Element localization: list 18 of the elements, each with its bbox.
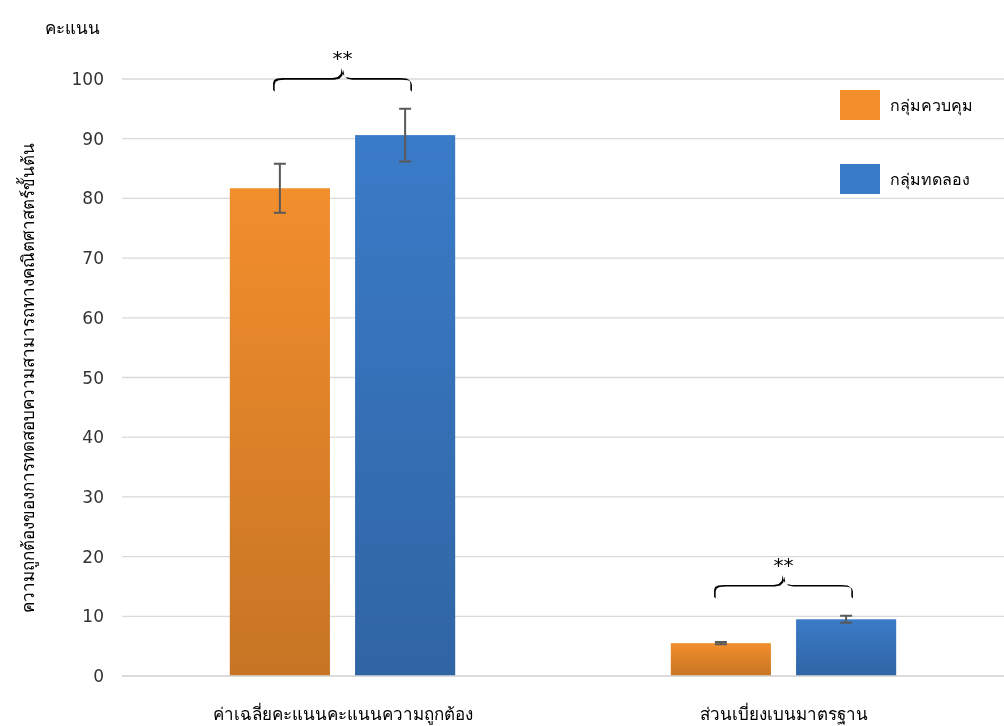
y-tick-label: 30 [82,486,104,507]
y-tick-label: 70 [82,248,104,269]
y-tick-label: 10 [82,606,104,627]
y-tick-label: 90 [82,128,104,149]
y-tick-label: 100 [71,69,104,89]
y-tick-label: 50 [82,367,104,388]
y-axis-title: ความถูกต้องของการทดสอบความสามารถทางคณิตศาสตร์ขั้นต้น [16,142,39,613]
y-tick-label: 0 [93,666,104,686]
x-tick-label: ส่วนเบี่ยงเบนมาตรฐาน [699,702,868,725]
x-tick-label: ค่าเฉลี่ยคะแนนคะแนนความถูกต้อง [212,702,473,725]
y-tick-label: 80 [82,188,104,209]
legend-label: กลุ่มควบคุม [890,96,973,116]
y-tick-label: 60 [82,307,104,328]
annotation: ** [773,552,794,577]
y-tick-label: 40 [82,427,104,448]
text: คะแนน [44,18,100,38]
y-tick-label: 20 [82,546,104,567]
legend-label: กลุ่มทดลอง [890,170,970,190]
